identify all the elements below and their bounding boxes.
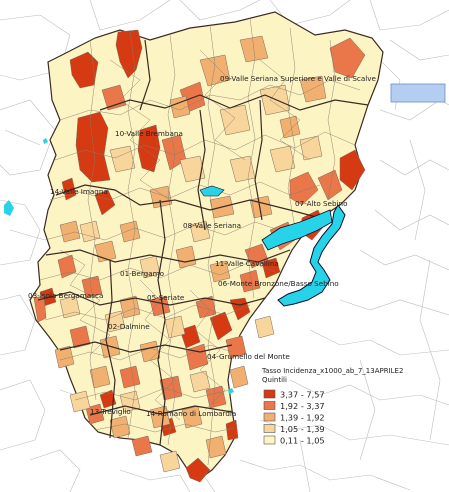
district-label-04: 04-Grumello del Monte — [207, 352, 290, 361]
district-labels: 09-Valle Seriana Superiore e Valle di Sc… — [28, 74, 377, 418]
municipality-polygon — [33, 295, 47, 323]
municipality-polygon — [259, 84, 291, 116]
municipality-polygon — [239, 269, 261, 293]
municipality-polygon — [175, 245, 197, 269]
municipality-polygon — [94, 189, 116, 216]
municipality-polygon — [189, 370, 211, 393]
municipality-polygon — [109, 415, 131, 439]
municipality-polygon — [209, 260, 231, 283]
legend-title: Tasso Incidenza_x1000_ab_7_13APRILE2 — [261, 367, 403, 375]
district-borders — [37, 39, 369, 446]
legend-swatch — [263, 401, 276, 410]
municipality-polygon — [299, 135, 323, 161]
municipality-polygon — [131, 435, 153, 457]
district-label-05: 05-Seriate — [147, 293, 185, 302]
municipality-polygon — [89, 365, 111, 389]
municipality-polygon — [119, 220, 141, 243]
legend-label: 1,39 - 1,92 — [280, 413, 325, 423]
district-label-02: 02-Dalmine — [108, 322, 150, 331]
water-spot — [4, 200, 14, 216]
municipality-polygon — [119, 295, 141, 319]
district-label-07: 07-Alto Sebino — [295, 199, 348, 208]
lake-iseo-inner — [261, 209, 333, 251]
lake-iseo — [277, 204, 346, 307]
municipality-polygon — [199, 54, 231, 87]
legend-items: 3,37 - 7,571,92 - 3,37 1,39 - 1,921,05 - … — [263, 389, 325, 446]
municipality-polygon — [185, 457, 211, 483]
legend-subtitle: Quintili — [262, 376, 287, 384]
municipality-polygon — [164, 315, 186, 339]
district-label-14-romano: 14-Romano di Lombardia — [146, 409, 236, 418]
municipality-polygon — [169, 95, 191, 119]
district-label-09: 09-Valle Seriana Superiore e Valle di Sc… — [220, 74, 377, 83]
municipality-polygon — [75, 111, 111, 183]
municipality-polygon — [179, 324, 201, 349]
district-label-03: 03-Isola Bergamasca — [28, 291, 103, 300]
municipality-polygon — [69, 325, 91, 349]
municipality-polygon — [329, 37, 366, 79]
municipality-polygon — [279, 115, 301, 139]
municipality-polygon — [149, 405, 171, 429]
municipality-polygon — [54, 345, 75, 369]
municipality-polygon — [139, 340, 161, 363]
district-label-11: 11-Valle Cavallina — [215, 259, 279, 268]
municipality-polygon — [225, 335, 247, 359]
legend-label: 1,05 - 1,39 — [280, 424, 325, 434]
municipality-polygon — [225, 419, 239, 441]
municipal-mesh — [39, 17, 361, 466]
municipality-polygon — [261, 257, 281, 279]
municipality-polygon — [209, 311, 233, 341]
legend-swatch — [263, 412, 276, 422]
municipality-polygon — [115, 29, 143, 79]
legend: Tasso Incidenza_x1000_ab_7_13APRILE2 Qui… — [261, 367, 403, 446]
municipality-polygon — [205, 385, 227, 409]
legend-swatch — [263, 435, 276, 445]
municipality-polygon — [69, 51, 99, 89]
municipality-polygon — [317, 169, 343, 201]
legend-swatch — [263, 424, 276, 433]
legend-swatch — [263, 389, 276, 399]
municipality-polygon — [269, 145, 296, 173]
municipality-polygon — [109, 145, 136, 173]
lake-endine — [199, 185, 225, 197]
water-spot — [228, 388, 234, 394]
district-label-06: 06-Monte Bronzone/Basso Sebino — [218, 279, 339, 288]
municipality-polygon — [159, 450, 181, 473]
municipality-polygon — [205, 435, 227, 459]
municipality-polygon — [81, 275, 103, 299]
district-label-10: 10-Valle Brembana — [115, 129, 183, 138]
municipality-polygon — [229, 365, 249, 389]
municipality-polygon — [59, 220, 81, 243]
selection-box[interactable] — [390, 83, 446, 103]
municipality-polygon — [69, 390, 91, 413]
municipality-polygon — [254, 315, 275, 339]
municipality-polygon — [99, 335, 121, 359]
municipality-polygon — [79, 220, 101, 243]
municipality-polygon — [179, 155, 206, 183]
municipality-polygon — [59, 295, 81, 319]
water-spot — [43, 138, 48, 144]
legend-label: 0,11 - 1,05 — [280, 436, 325, 446]
municipality-polygon — [99, 389, 117, 409]
legend-label: 3,37 - 7,57 — [280, 390, 325, 400]
municipality-polygon — [299, 75, 327, 103]
district-label-14-valle-imagna: 14-Valle Imagna — [50, 187, 108, 196]
district-label-13: 13-Treviglio — [90, 407, 131, 416]
municipality-polygon — [137, 124, 161, 173]
district-label-01: 01-Bergamo — [120, 269, 164, 278]
legend-label: 1,92 - 3,37 — [280, 401, 325, 411]
municipality-polygon — [181, 405, 203, 429]
municipality-polygon — [61, 177, 77, 201]
municipality-polygon — [119, 365, 141, 389]
municipality-polygon — [189, 220, 211, 243]
municipality-polygon — [339, 149, 366, 191]
district-label-08: 08-Valle Seriana — [183, 221, 241, 230]
municipalities — [33, 29, 366, 483]
